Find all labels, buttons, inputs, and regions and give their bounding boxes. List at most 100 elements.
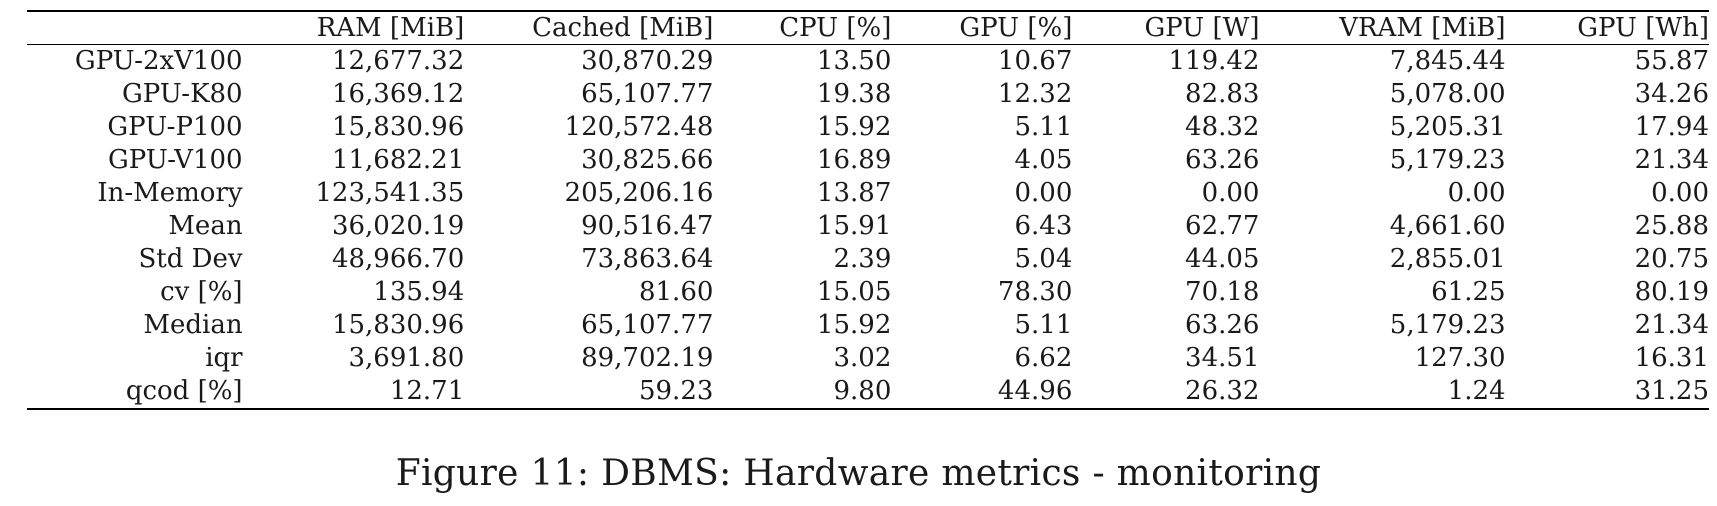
cell-cached: 120,572.48: [564, 112, 714, 142]
cell-label: Mean: [168, 211, 243, 241]
table-row: Mean 36,020.19 90,516.47 15.91 6.43 62.77 4,66…: [27, 210, 1709, 243]
cell-vram: 2,855.01: [1389, 244, 1506, 274]
cell-gpu-power: 70.18: [1185, 277, 1260, 307]
cell-cpu: 16.89: [816, 145, 892, 175]
cell-vram: 0.00: [1447, 178, 1506, 208]
cell-label: GPU-K80: [122, 79, 243, 109]
cell-label: Median: [143, 310, 243, 340]
cell-cpu: 15.91: [816, 211, 892, 241]
table-row: cv [%] 135.94 81.60 15.05 78.30 70.18 61.25 80.…: [27, 276, 1709, 309]
cell-ram: 11,682.21: [331, 145, 465, 175]
cell-vram: 4,661.60: [1389, 211, 1506, 241]
cell-cached: 90,516.47: [581, 211, 714, 241]
header-cell-vram: VRAM [MiB]: [1339, 13, 1506, 43]
cell-gpu-util: 0.00: [1014, 178, 1073, 208]
cell-ram: 48,966.70: [331, 244, 465, 274]
cell-gpu-energy: 34.26: [1634, 79, 1709, 109]
cell-gpu-power: 82.83: [1185, 79, 1260, 109]
cell-label: GPU-2xV100: [74, 46, 243, 76]
cell-gpu-util: 5.11: [1014, 310, 1073, 340]
header-cell-gpu-energy: GPU [Wh]: [1577, 13, 1709, 43]
header-cell-ram: RAM [MiB]: [316, 13, 465, 43]
cell-gpu-power: 34.51: [1185, 343, 1260, 373]
cell-cpu: 13.50: [816, 46, 892, 76]
cell-cached: 205,206.16: [564, 178, 714, 208]
metrics-table-container: RAM [MiB] Cached [MiB] CPU [%] GPU [%] G…: [27, 10, 1709, 410]
cell-gpu-util: 12.32: [997, 79, 1073, 109]
cell-gpu-power: 63.26: [1185, 145, 1260, 175]
cell-vram: 1.24: [1447, 376, 1506, 406]
cell-label: GPU-P100: [107, 112, 243, 142]
cell-gpu-energy: 25.88: [1634, 211, 1709, 241]
cell-gpu-util: 5.04: [1014, 244, 1073, 274]
cell-cached: 65,107.77: [581, 79, 714, 109]
cell-gpu-energy: 16.31: [1634, 343, 1709, 373]
cell-gpu-energy: 17.94: [1634, 112, 1709, 142]
cell-gpu-energy: 21.34: [1634, 310, 1709, 340]
cell-cached: 73,863.64: [581, 244, 714, 274]
cell-vram: 5,078.00: [1389, 79, 1506, 109]
table-row: GPU-K80 16,369.12 65,107.77 19.38 12.32 82.83…: [27, 78, 1709, 111]
cell-ram: 15,830.96: [331, 310, 465, 340]
cell-gpu-util: 6.62: [1014, 343, 1073, 373]
cell-cpu: 19.38: [816, 79, 892, 109]
cell-gpu-energy: 55.87: [1634, 46, 1709, 76]
cell-ram: 12.71: [389, 376, 465, 406]
cell-vram: 5,179.23: [1389, 145, 1506, 175]
cell-gpu-energy: 21.34: [1634, 145, 1709, 175]
hardware-metrics-table: RAM [MiB] Cached [MiB] CPU [%] GPU [%] G…: [27, 10, 1709, 410]
figure-caption: Figure 11: DBMS: Hardware metrics - moni…: [395, 453, 1322, 494]
cell-ram: 3,691.80: [348, 343, 465, 373]
cell-gpu-power: 119.42: [1168, 46, 1260, 76]
header-cell-label: [27, 11, 243, 45]
table-row: qcod [%] 12.71 59.23 9.80 44.96 26.32 1.24 31.2…: [27, 375, 1709, 409]
cell-ram: 16,369.12: [331, 79, 465, 109]
cell-ram: 15,830.96: [331, 112, 465, 142]
cell-ram: 123,541.35: [315, 178, 465, 208]
cell-label: cv [%]: [160, 277, 243, 307]
cell-gpu-util: 44.96: [997, 376, 1073, 406]
header-cell-cached: Cached [MiB]: [532, 13, 714, 43]
cell-label: Std Dev: [138, 244, 243, 274]
table-row: In-Memory 123,541.35 205,206.16 13.87 0.00 0.…: [27, 177, 1709, 210]
cell-cpu: 15.92: [816, 310, 892, 340]
table-body: GPU-2xV100 12,677.32 30,870.29 13.50 10.67 11…: [27, 45, 1709, 409]
cell-cpu: 3.02: [833, 343, 892, 373]
cell-gpu-power: 0.00: [1201, 178, 1260, 208]
cell-gpu-util: 6.43: [1014, 211, 1073, 241]
table-row: GPU-V100 11,682.21 30,825.66 16.89 4.05 63.26…: [27, 144, 1709, 177]
cell-ram: 36,020.19: [331, 211, 465, 241]
cell-cached: 30,870.29: [581, 46, 714, 76]
cell-gpu-energy: 20.75: [1634, 244, 1709, 274]
table-row: iqr 3,691.80 89,702.19 3.02 6.62 34.51 127.30 1…: [27, 342, 1709, 375]
cell-label: iqr: [205, 343, 243, 373]
header-cell-cpu: CPU [%]: [779, 13, 892, 43]
cell-gpu-power: 26.32: [1185, 376, 1260, 406]
cell-cpu: 13.87: [816, 178, 892, 208]
cell-gpu-util: 10.67: [997, 46, 1073, 76]
cell-gpu-energy: 31.25: [1634, 376, 1709, 406]
table-header: RAM [MiB] Cached [MiB] CPU [%] GPU [%] G…: [27, 11, 1709, 45]
cell-cpu: 15.05: [816, 277, 892, 307]
cell-cached: 81.60: [638, 277, 714, 307]
table-row: Median 15,830.96 65,107.77 15.92 5.11 63.26 5,…: [27, 309, 1709, 342]
cell-gpu-energy: 80.19: [1634, 277, 1709, 307]
cell-vram: 61.25: [1431, 277, 1506, 307]
cell-label: GPU-V100: [108, 145, 243, 175]
cell-gpu-util: 4.05: [1014, 145, 1073, 175]
cell-cpu: 9.80: [833, 376, 892, 406]
cell-ram: 12,677.32: [331, 46, 465, 76]
cell-cpu: 15.92: [816, 112, 892, 142]
cell-gpu-power: 48.32: [1185, 112, 1260, 142]
header-cell-gpu-util: GPU [%]: [959, 13, 1073, 43]
cell-gpu-energy: 0.00: [1651, 178, 1709, 208]
cell-vram: 127.30: [1414, 343, 1506, 373]
header-row: RAM [MiB] Cached [MiB] CPU [%] GPU [%] G…: [27, 11, 1709, 45]
cell-vram: 7,845.44: [1389, 46, 1506, 76]
cell-cpu: 2.39: [833, 244, 892, 274]
cell-gpu-util: 5.11: [1014, 112, 1073, 142]
table-row: GPU-P100 15,830.96 120,572.48 15.92 5.11 48.3…: [27, 111, 1709, 144]
cell-ram: 135.94: [373, 277, 465, 307]
cell-label: qcod [%]: [125, 376, 243, 406]
cell-cached: 65,107.77: [581, 310, 714, 340]
